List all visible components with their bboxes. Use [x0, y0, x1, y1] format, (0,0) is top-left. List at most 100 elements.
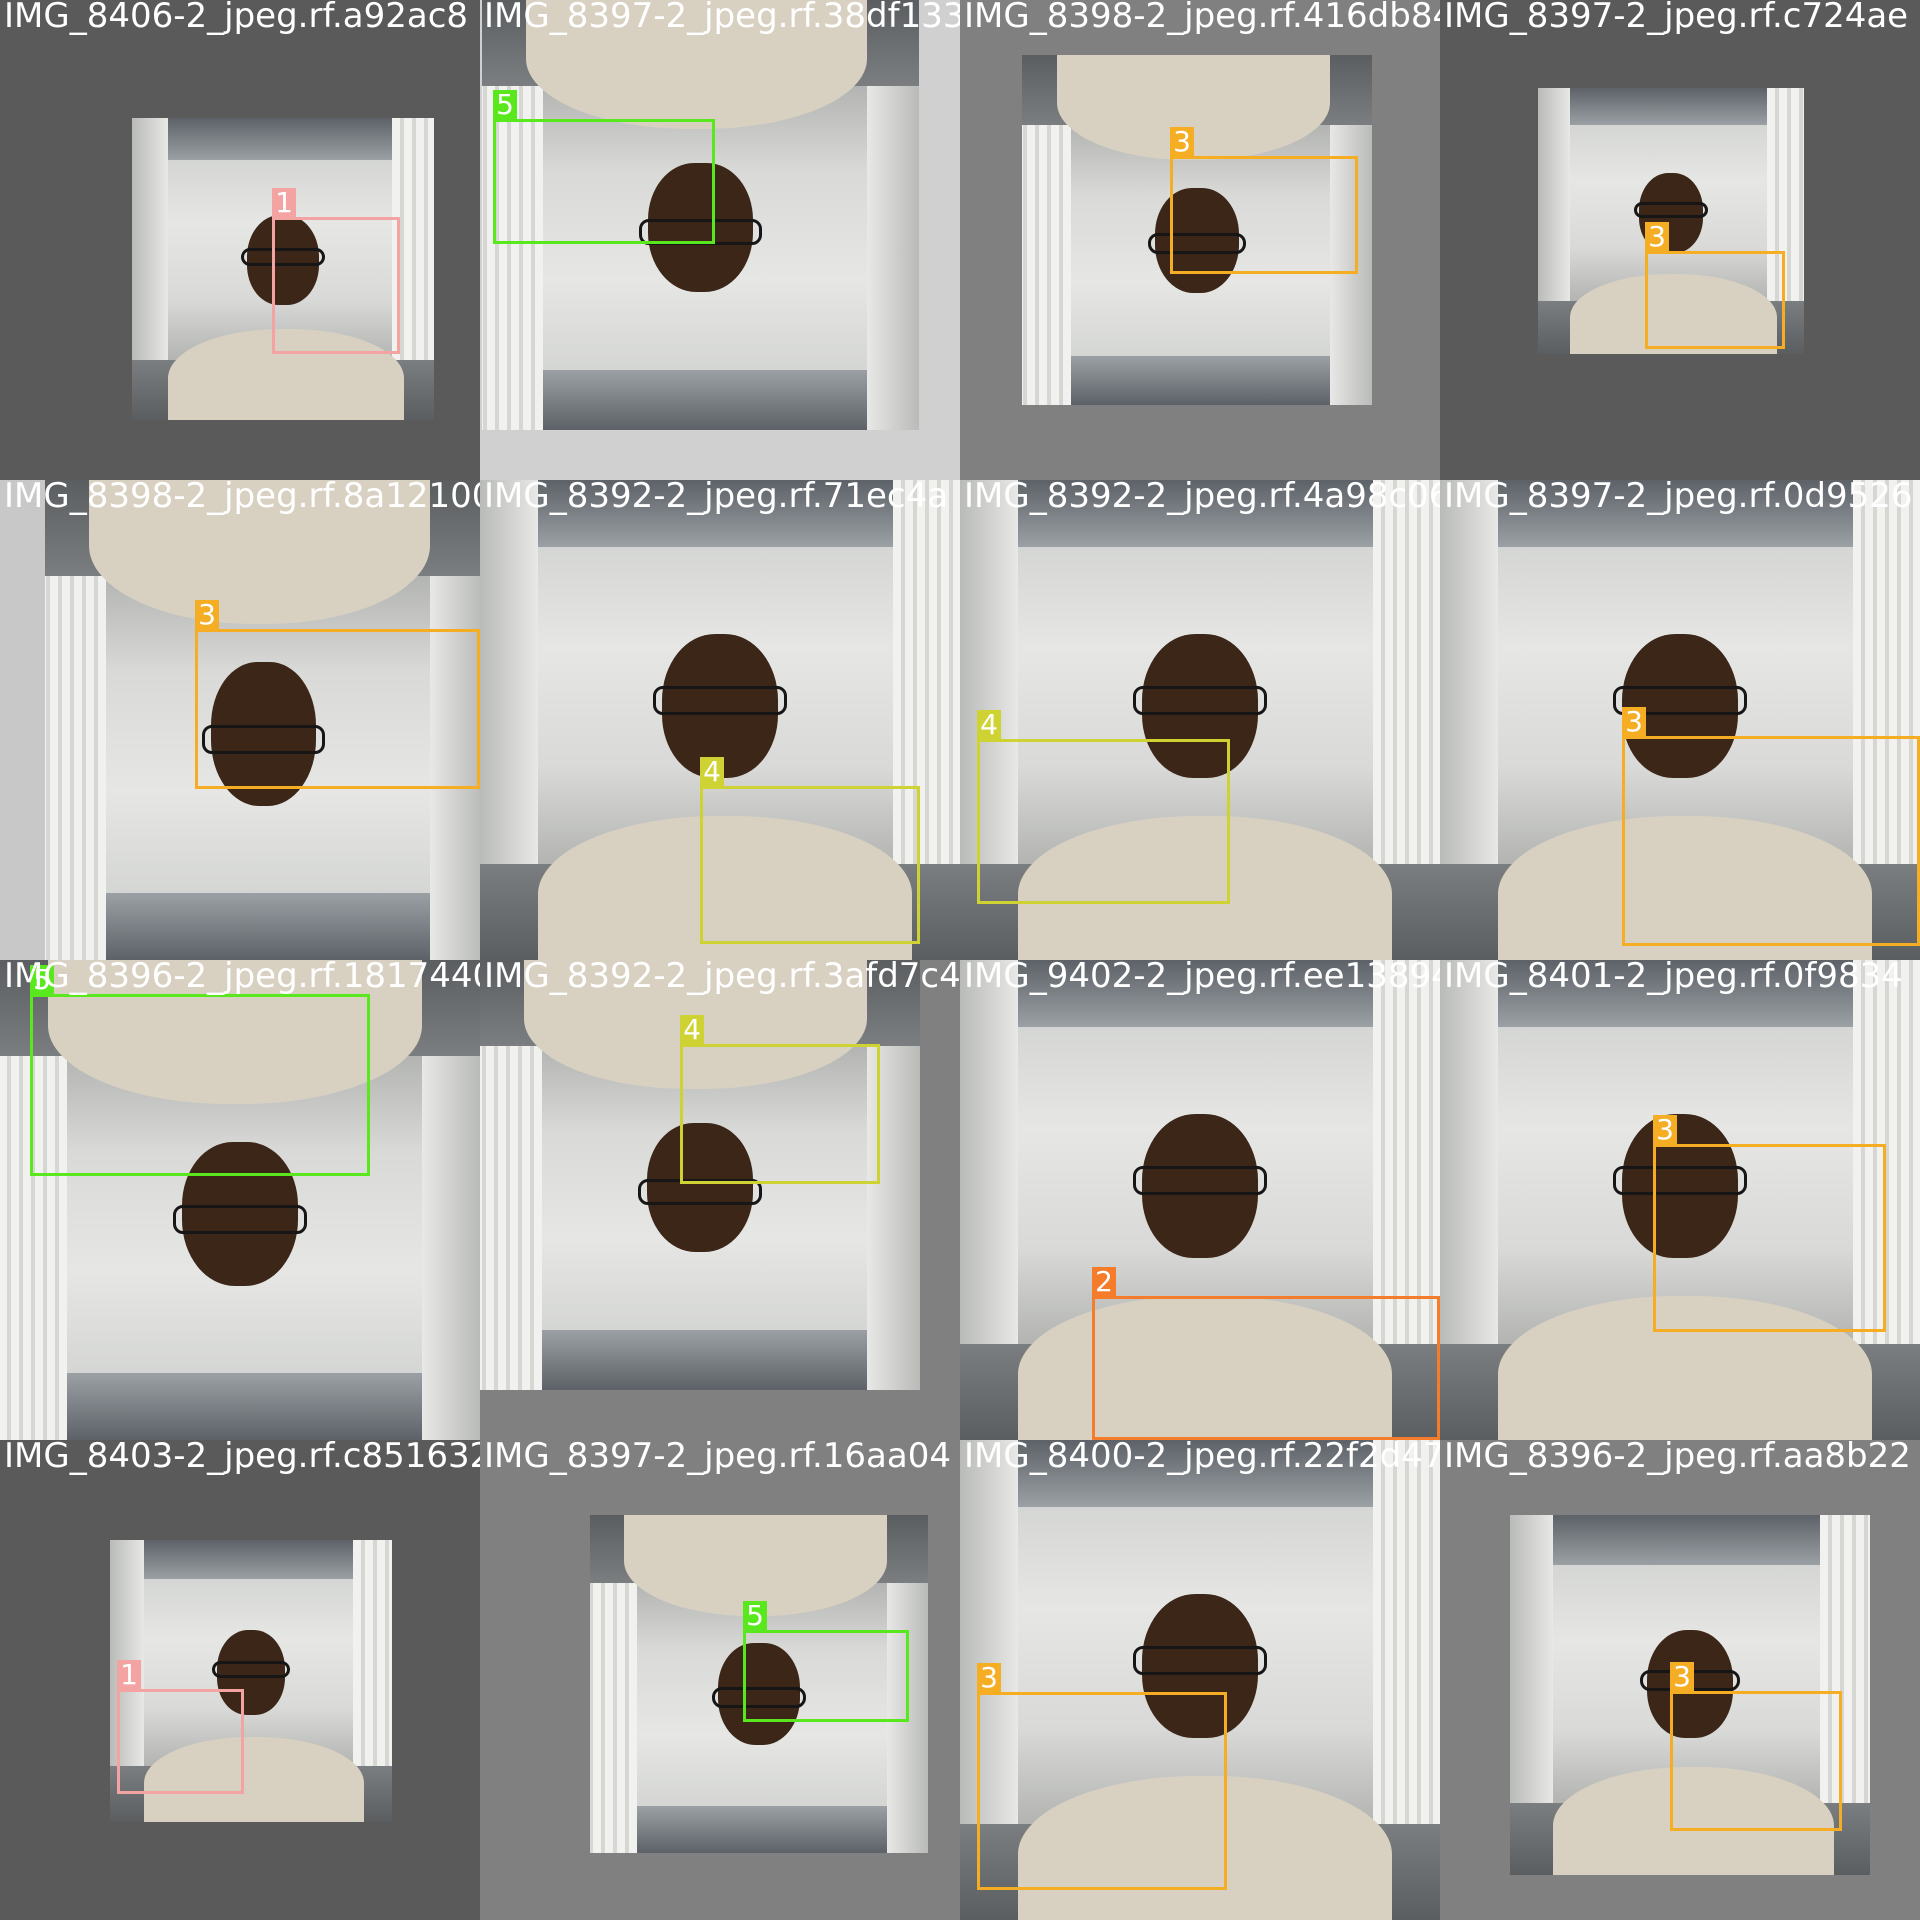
bounding-box: 3 — [195, 600, 480, 789]
training-photo — [960, 960, 1440, 1440]
class-label: 4 — [977, 710, 1001, 740]
photo-ceil — [1022, 356, 1372, 405]
bounding-box: 4 — [680, 1015, 880, 1184]
image-filename: IMG_8397-2_jpeg.rf.0d9526 — [1444, 480, 1913, 516]
image-filename: IMG_9402-2_jpeg.rf.ee13894 — [964, 960, 1440, 996]
class-label: 3 — [195, 600, 219, 630]
photo-ceil — [110, 1540, 392, 1580]
photo-hoodie — [1553, 1767, 1834, 1875]
image-filename: IMG_8396-2_jpeg.rf.1817440 — [4, 960, 480, 996]
photo-ceil — [0, 1372, 480, 1440]
class-label: 1 — [117, 1660, 141, 1690]
bounding-box: 5 — [743, 1601, 909, 1722]
class-label: 5 — [493, 90, 517, 120]
photo-hoodie — [1017, 1776, 1392, 1920]
photo-head — [246, 214, 320, 306]
photo-head — [1622, 633, 1738, 778]
photo-ceil — [960, 1440, 1440, 1508]
training-photo — [1538, 88, 1804, 354]
image-filename: IMG_8397-2_jpeg.rf.38df1337ab — [484, 0, 960, 36]
class-label: 2 — [1092, 1267, 1116, 1297]
bounding-box: 3 — [1170, 127, 1358, 274]
photo-head — [662, 633, 778, 778]
photo-glasses — [1612, 1166, 1748, 1196]
image-filename: IMG_8392-2_jpeg.rf.71ec4a — [484, 480, 949, 516]
photo-hoodie — [1017, 1296, 1392, 1440]
photo-ceil — [960, 960, 1440, 1028]
mosaic-tile: 4 IMG_8392-2_jpeg.rf.71ec4a — [480, 480, 960, 960]
image-filename: IMG_8397-2_jpeg.rf.16aa04 — [484, 1440, 951, 1476]
photo-head — [1142, 1593, 1258, 1738]
photo-hoodie — [1569, 274, 1778, 354]
bounding-box: 3 — [1653, 1115, 1886, 1332]
image-filename: IMG_8398-2_jpeg.rf.416db845e9 — [964, 0, 1440, 36]
class-label: 3 — [1645, 222, 1669, 252]
class-label: 4 — [680, 1015, 704, 1045]
class-label: 3 — [1653, 1115, 1677, 1145]
image-filename: IMG_8392-2_jpeg.rf.4a98c06 — [964, 480, 1440, 516]
class-label: 3 — [977, 1663, 1001, 1693]
photo-ceil — [1440, 480, 1920, 548]
bounding-box: 4 — [700, 757, 920, 944]
training-photo — [480, 480, 960, 960]
photo-hoodie — [1017, 816, 1392, 960]
class-label: 3 — [1670, 1662, 1694, 1692]
mosaic-tile: 1 IMG_8406-2_jpeg.rf.a92ac8 — [0, 0, 480, 480]
mosaic-tile: 4 IMG_8392-2_jpeg.rf.4a98c06 — [960, 480, 1440, 960]
mosaic-tile: 3 IMG_8398-2_jpeg.rf.8a121001 — [0, 480, 480, 960]
photo-hoodie — [1497, 1296, 1872, 1440]
class-label: 4 — [700, 757, 724, 787]
mosaic-tile: 5 IMG_8397-2_jpeg.rf.16aa04 — [480, 1440, 960, 1920]
photo-ceil — [480, 480, 960, 548]
mosaic-tile: 2 IMG_9402-2_jpeg.rf.ee13894 — [960, 960, 1440, 1440]
photo-head — [1142, 1113, 1258, 1258]
bounding-box: 3 — [977, 1663, 1227, 1890]
class-label: 5 — [743, 1601, 767, 1631]
photo-hoodie — [168, 329, 404, 420]
mosaic-tile: 3 IMG_8397-2_jpeg.rf.0d9526 — [1440, 480, 1920, 960]
photo-glasses — [1132, 1646, 1268, 1676]
bounding-box: 2 — [1092, 1267, 1440, 1440]
photo-ceil — [132, 118, 434, 161]
training-photo — [1440, 960, 1920, 1440]
image-filename: IMG_8406-2_jpeg.rf.a92ac8 — [4, 0, 469, 36]
photo-glasses — [1132, 1166, 1268, 1196]
image-filename: IMG_8398-2_jpeg.rf.8a121001 — [4, 480, 480, 516]
training-photo — [1440, 480, 1920, 960]
photo-ceil — [482, 369, 919, 430]
bounding-box: 3 — [1645, 222, 1785, 349]
photo-glasses — [240, 247, 326, 266]
photo-hoodie — [143, 1737, 364, 1822]
photo-ceil — [1510, 1515, 1870, 1566]
image-filename: IMG_8396-2_jpeg.rf.aa8b22 — [1444, 1440, 1911, 1476]
bounding-box: 5 — [493, 90, 715, 244]
photo-ceil — [1538, 88, 1804, 126]
bounding-box: 3 — [1670, 1662, 1842, 1831]
photo-hoodie — [1497, 816, 1872, 960]
image-filename: IMG_8392-2_jpeg.rf.3afd7c44 — [484, 960, 960, 996]
class-label: 3 — [1170, 127, 1194, 157]
photo-ceil — [45, 892, 480, 960]
bounding-box: 5 — [30, 965, 370, 1176]
class-label: 3 — [1622, 707, 1646, 737]
mosaic-tile: 4 IMG_8392-2_jpeg.rf.3afd7c44 — [480, 960, 960, 1440]
mosaic-tile: 3 IMG_8396-2_jpeg.rf.aa8b22 — [1440, 1440, 1920, 1920]
photo-ceil — [1440, 960, 1920, 1028]
photo-glasses — [211, 1661, 291, 1679]
image-filename: IMG_8401-2_jpeg.rf.0f9834 — [1444, 960, 1903, 996]
bounding-box: 1 — [117, 1660, 244, 1794]
bounding-box: 4 — [977, 710, 1230, 904]
image-filename: IMG_8400-2_jpeg.rf.22f2d47 — [964, 1440, 1440, 1476]
training-photo — [110, 1540, 392, 1822]
training-photo — [960, 480, 1440, 960]
photo-head — [217, 1630, 285, 1715]
class-label: 1 — [272, 188, 296, 218]
photo-head — [1142, 633, 1258, 778]
mosaic-tile: 3 IMG_8401-2_jpeg.rf.0f9834 — [1440, 960, 1920, 1440]
photo-glasses — [1132, 686, 1268, 716]
image-filename: IMG_8397-2_jpeg.rf.c724ae — [1444, 0, 1909, 36]
image-filename: IMG_8403-2_jpeg.rf.c851632 — [4, 1440, 480, 1476]
class-label: 5 — [30, 965, 54, 995]
mosaic-tile: 5 IMG_8396-2_jpeg.rf.1817440 — [0, 960, 480, 1440]
